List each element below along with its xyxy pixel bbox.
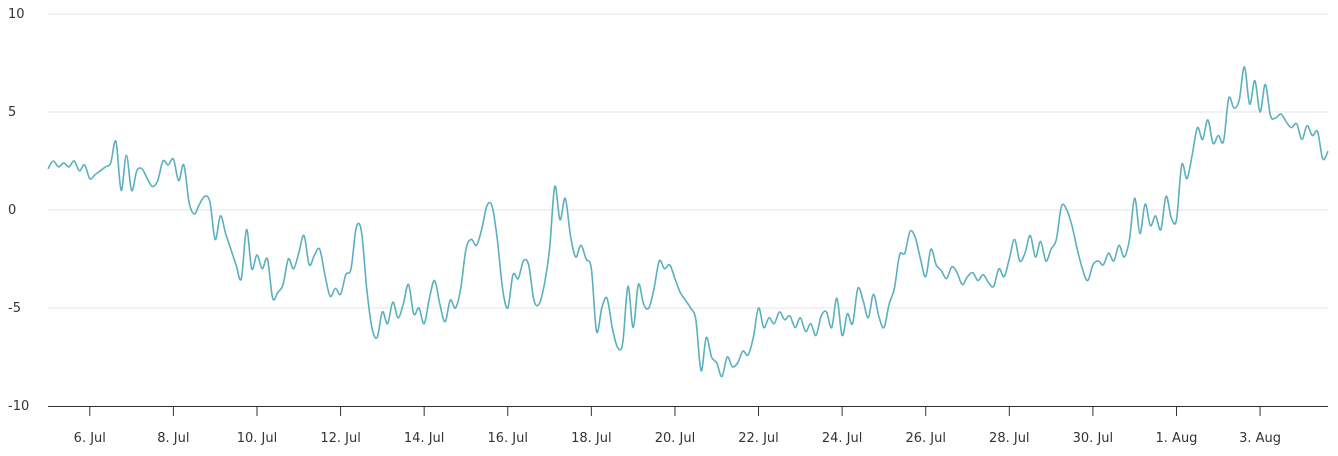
grid	[48, 13, 1328, 309]
x-tick-label: 10. Jul	[237, 431, 278, 446]
x-tick-label: 28. Jul	[989, 431, 1030, 446]
x-axis: 6. Jul 8. Jul 10. Jul 12. Jul 14. Jul 16. Jul…	[48, 406, 1328, 446]
x-tick-label: 16. Jul	[488, 431, 529, 446]
x-tick-label: 6. Jul	[74, 431, 106, 446]
y-tick-label: 5	[8, 105, 16, 120]
y-tick-label: 0	[8, 203, 16, 218]
x-tick-label: 18. Jul	[571, 431, 612, 446]
x-tick-label: 26. Jul	[905, 431, 946, 446]
x-tick-label: 3. Aug	[1239, 431, 1281, 446]
y-tick-label: -10	[8, 399, 29, 414]
x-tick-label: 12. Jul	[320, 431, 361, 446]
x-tick-label: 22. Jul	[738, 431, 779, 446]
x-tick-label: 8. Jul	[157, 431, 189, 446]
series-line	[47, 66, 1329, 378]
series	[47, 66, 1329, 378]
y-tick-label: 10	[8, 7, 25, 22]
y-tick-label: -5	[8, 301, 21, 316]
x-tick-label: 14. Jul	[404, 431, 445, 446]
x-tick-label: 30. Jul	[1073, 431, 1114, 446]
x-tick-label: 1. Aug	[1156, 431, 1198, 446]
y-axis: 10 5 0 -5 -10	[8, 7, 29, 414]
x-tick-label: 20. Jul	[655, 431, 696, 446]
x-tick-label: 24. Jul	[822, 431, 863, 446]
